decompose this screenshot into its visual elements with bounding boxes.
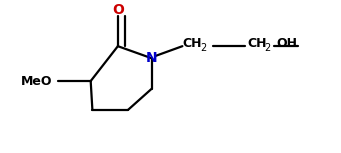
Text: O: O: [112, 3, 124, 17]
Text: OH: OH: [277, 37, 297, 50]
Text: CH: CH: [182, 37, 202, 50]
Text: 2: 2: [200, 43, 206, 53]
Text: N: N: [146, 51, 158, 65]
Text: CH: CH: [247, 37, 266, 50]
Text: MeO: MeO: [20, 75, 52, 88]
Text: 2: 2: [265, 43, 271, 53]
